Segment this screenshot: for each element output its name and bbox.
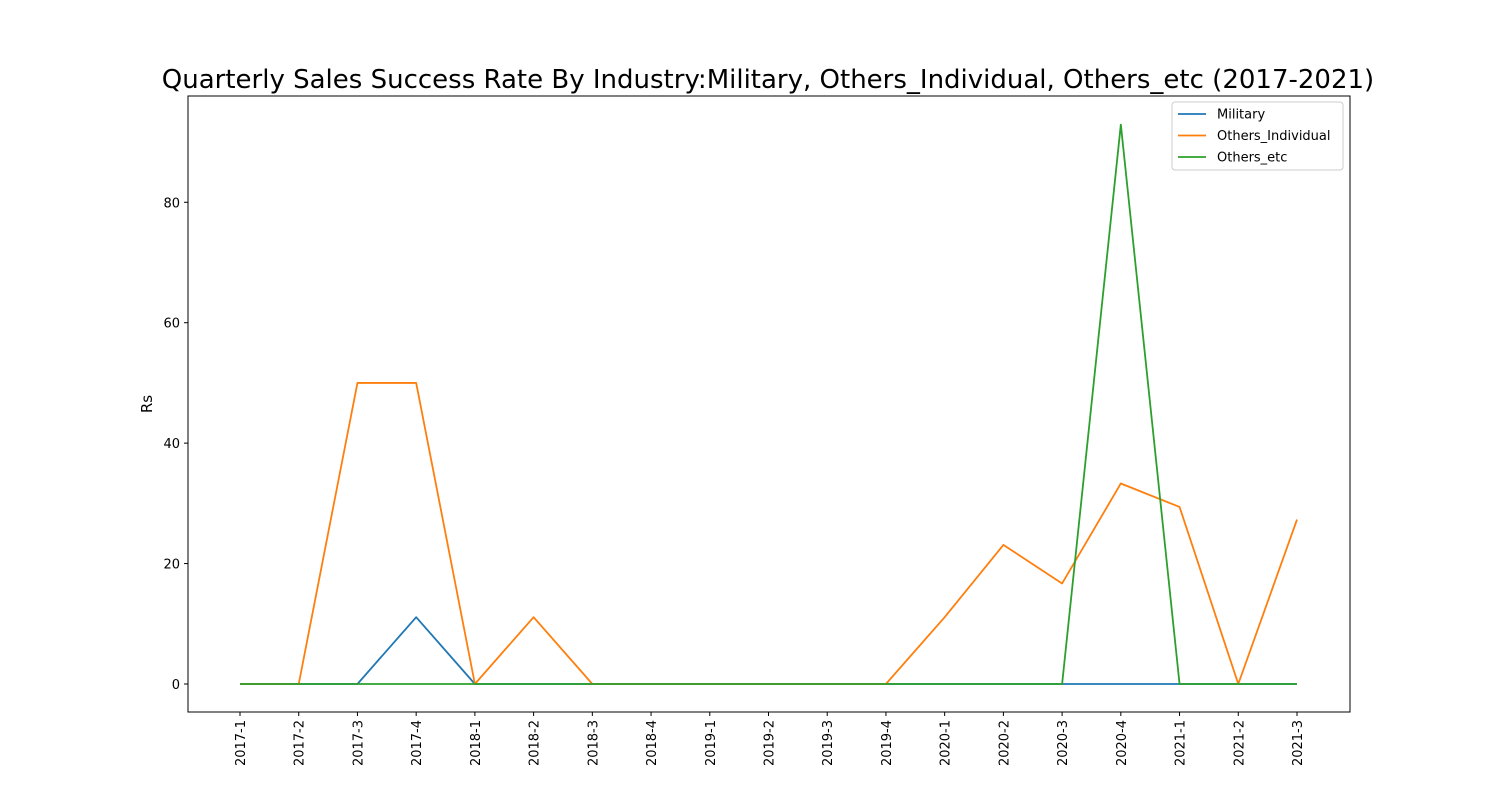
series-lines bbox=[240, 123, 1298, 685]
legend-label: Military bbox=[1217, 108, 1265, 123]
y-axis-ticks: 0 20 40 60 80 bbox=[163, 196, 188, 693]
y-tick-label: 20 bbox=[163, 558, 180, 573]
x-tick-label: 2021-2 bbox=[1232, 720, 1247, 766]
x-tick-label: 2021-1 bbox=[1174, 720, 1189, 766]
legend: Military Others_Individual Others_etc bbox=[1171, 101, 1344, 171]
series-line-others-etc bbox=[240, 123, 1297, 685]
x-tick-label: 2018-2 bbox=[528, 720, 543, 766]
x-tick-label: 2020-3 bbox=[1056, 720, 1071, 766]
x-axis-ticks: 2017-1 2017-2 2017-3 2017-4 2018-1 2018-2 2018… bbox=[234, 712, 1306, 766]
x-tick-label: 2017-1 bbox=[234, 720, 249, 766]
y-axis-label: Rs bbox=[138, 395, 156, 413]
x-tick-label: 2018-4 bbox=[645, 720, 660, 766]
x-tick-label: 2019-2 bbox=[763, 720, 778, 766]
legend-box bbox=[1171, 101, 1344, 171]
x-tick-label: 2019-4 bbox=[880, 720, 895, 766]
x-tick-label: 2017-3 bbox=[351, 720, 366, 766]
x-tick-label: 2018-3 bbox=[586, 720, 601, 766]
x-tick-label: 2019-1 bbox=[704, 720, 719, 766]
x-tick-label: 2018-1 bbox=[469, 720, 484, 766]
y-tick-label: 80 bbox=[163, 196, 180, 211]
chart-title: Quarterly Sales Success Rate By Industry… bbox=[162, 65, 1374, 95]
legend-label: Others_Individual bbox=[1217, 129, 1331, 144]
x-tick-label: 2020-2 bbox=[997, 720, 1012, 766]
x-tick-label: 2017-4 bbox=[410, 720, 425, 766]
x-tick-label: 2019-3 bbox=[821, 720, 836, 766]
series-line-military bbox=[240, 616, 1297, 685]
x-tick-label: 2020-1 bbox=[939, 720, 954, 766]
y-tick-label: 60 bbox=[163, 317, 180, 332]
plot-area-frame bbox=[187, 95, 1351, 713]
x-tick-label: 2020-4 bbox=[1115, 720, 1130, 766]
series-line-others-individual bbox=[240, 382, 1298, 685]
y-tick-label: 40 bbox=[163, 437, 180, 452]
y-tick-label: 0 bbox=[172, 678, 180, 693]
x-tick-label: 2017-2 bbox=[293, 720, 308, 766]
x-tick-label: 2021-3 bbox=[1291, 720, 1306, 766]
legend-label: Others_etc bbox=[1217, 151, 1287, 166]
